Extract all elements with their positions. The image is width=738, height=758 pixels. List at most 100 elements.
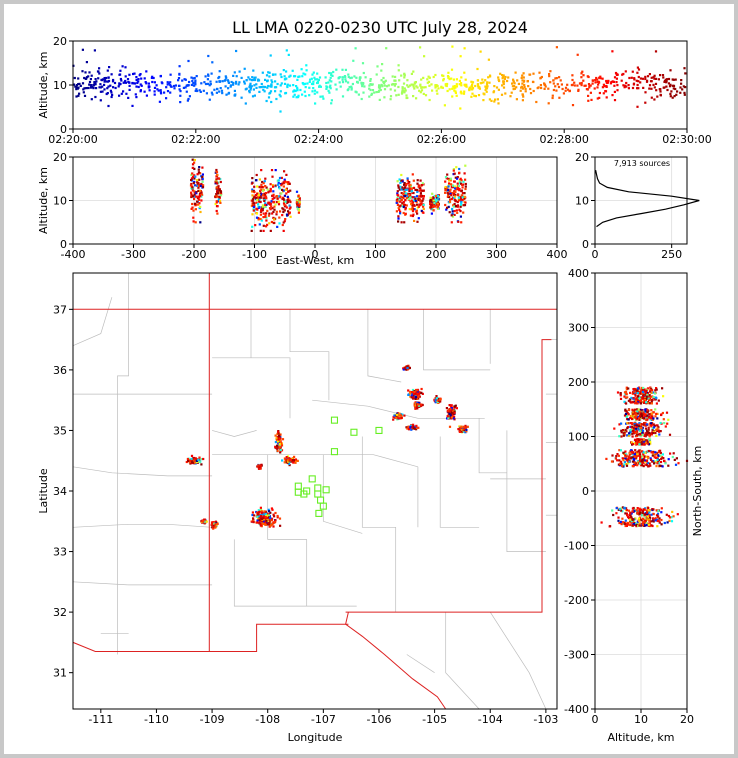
source-point bbox=[227, 87, 230, 90]
source-point bbox=[117, 85, 120, 88]
x-tick-label: 250 bbox=[661, 248, 682, 261]
source-point bbox=[497, 88, 500, 91]
source-point bbox=[631, 457, 634, 460]
source-point bbox=[453, 193, 456, 196]
source-point bbox=[464, 426, 467, 429]
source-point bbox=[450, 407, 453, 410]
source-point bbox=[260, 510, 263, 513]
source-point bbox=[256, 192, 259, 195]
source-point bbox=[416, 407, 419, 410]
source-point bbox=[535, 100, 538, 104]
source-point bbox=[576, 53, 579, 56]
source-point bbox=[638, 513, 641, 516]
source-point bbox=[650, 433, 653, 436]
source-point bbox=[160, 92, 163, 95]
source-point bbox=[245, 79, 248, 82]
source-point bbox=[201, 193, 204, 196]
source-point bbox=[260, 196, 263, 199]
source-point bbox=[636, 66, 639, 69]
source-point bbox=[190, 76, 193, 79]
source-point bbox=[557, 85, 561, 89]
source-point bbox=[298, 75, 301, 78]
source-point bbox=[407, 393, 410, 396]
source-point bbox=[278, 437, 281, 440]
source-point bbox=[243, 82, 246, 85]
source-point bbox=[605, 457, 608, 460]
source-point bbox=[662, 76, 665, 79]
source-point bbox=[625, 388, 628, 391]
source-point bbox=[414, 188, 417, 191]
source-point bbox=[272, 190, 275, 193]
source-point bbox=[237, 83, 240, 86]
source-point bbox=[197, 203, 200, 206]
source-point bbox=[672, 87, 675, 90]
source-point bbox=[173, 87, 176, 90]
source-point bbox=[635, 433, 638, 436]
source-point bbox=[207, 73, 210, 76]
source-point bbox=[298, 201, 301, 204]
source-point bbox=[188, 95, 191, 98]
source-point bbox=[413, 81, 416, 84]
source-point bbox=[378, 84, 381, 87]
source-point bbox=[614, 457, 617, 460]
source-point bbox=[484, 85, 487, 88]
source-point bbox=[194, 81, 197, 84]
source-point bbox=[216, 182, 219, 185]
source-point bbox=[153, 93, 156, 96]
source-point bbox=[153, 90, 156, 93]
source-point bbox=[234, 82, 238, 85]
x-tick-label: 100 bbox=[365, 248, 386, 261]
source-point bbox=[624, 524, 627, 528]
source-point bbox=[479, 50, 482, 53]
source-point bbox=[650, 398, 653, 402]
source-point bbox=[406, 79, 409, 82]
source-point bbox=[88, 71, 91, 74]
source-point bbox=[626, 418, 629, 421]
source-point bbox=[195, 459, 198, 462]
source-point bbox=[532, 80, 535, 84]
source-point bbox=[297, 96, 300, 99]
source-point bbox=[661, 453, 664, 456]
source-point bbox=[679, 91, 682, 94]
source-point bbox=[81, 48, 84, 51]
source-point bbox=[402, 192, 405, 195]
source-point bbox=[368, 84, 371, 87]
source-point bbox=[192, 216, 195, 219]
source-point bbox=[153, 86, 157, 89]
source-point bbox=[437, 203, 440, 206]
source-point bbox=[650, 414, 653, 417]
source-point bbox=[272, 201, 276, 204]
source-point bbox=[235, 80, 238, 83]
source-point bbox=[648, 516, 652, 519]
source-point bbox=[404, 199, 407, 202]
source-point bbox=[412, 95, 415, 98]
source-point bbox=[385, 85, 389, 88]
source-point bbox=[638, 418, 641, 421]
source-point bbox=[462, 204, 465, 207]
source-point bbox=[400, 192, 403, 195]
source-point bbox=[318, 84, 321, 87]
source-point bbox=[248, 84, 251, 87]
source-point bbox=[218, 189, 221, 192]
source-point bbox=[403, 203, 406, 207]
source-point bbox=[646, 515, 649, 518]
source-point bbox=[640, 400, 643, 403]
source-point bbox=[257, 509, 260, 512]
source-point bbox=[408, 208, 411, 211]
source-point bbox=[98, 67, 101, 70]
source-point bbox=[514, 71, 517, 74]
source-point bbox=[593, 87, 596, 90]
source-point bbox=[289, 458, 292, 461]
source-point bbox=[412, 191, 415, 195]
source-point bbox=[460, 198, 463, 201]
source-point bbox=[261, 186, 264, 189]
x-tick-label: 02:30:00 bbox=[662, 133, 711, 146]
source-point bbox=[309, 78, 312, 81]
source-point bbox=[635, 441, 638, 444]
source-point bbox=[214, 520, 217, 523]
source-point bbox=[512, 78, 515, 81]
source-point bbox=[456, 205, 459, 208]
source-point bbox=[498, 79, 501, 83]
source-point bbox=[434, 73, 437, 77]
source-point bbox=[635, 425, 638, 428]
